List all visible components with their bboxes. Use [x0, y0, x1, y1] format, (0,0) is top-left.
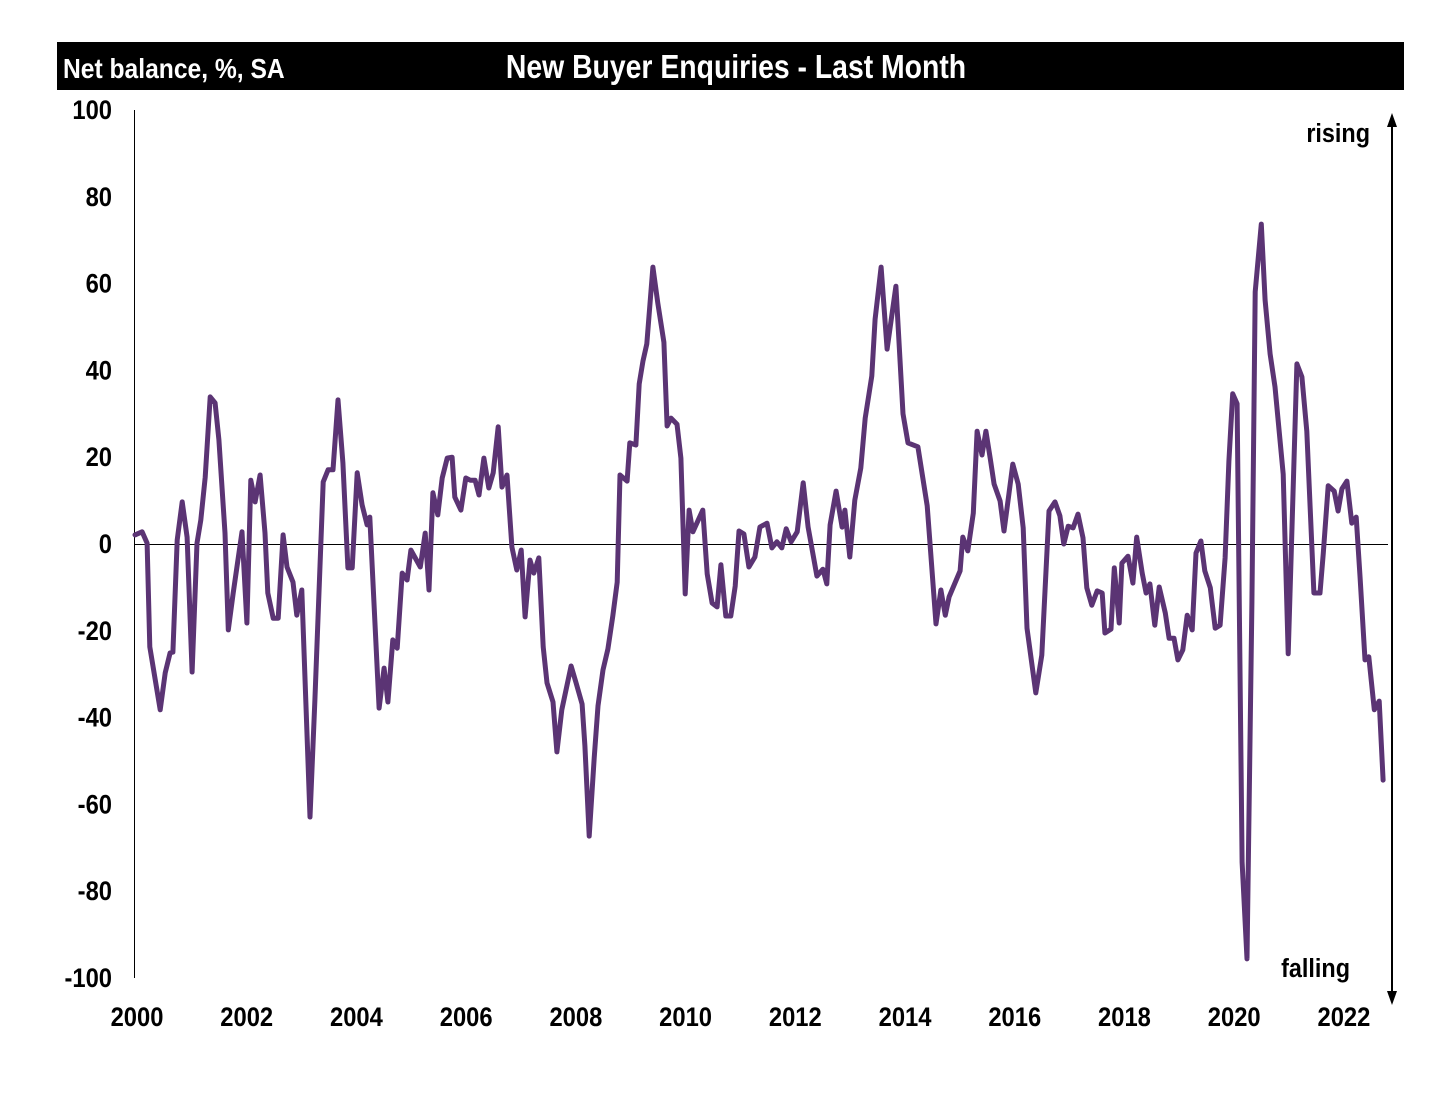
y-tick-label: 80 [86, 182, 112, 212]
x-tick-label: 2012 [769, 1003, 822, 1033]
y-tick-label: 20 [86, 443, 112, 473]
y-tick-label: 60 [86, 269, 112, 299]
y-tick-label: 100 [72, 96, 112, 126]
rising-label: rising [1306, 120, 1370, 148]
y-tick-label: -40 [78, 703, 112, 733]
x-tick-label: 2008 [549, 1003, 602, 1033]
y-tick-label: 40 [86, 356, 112, 386]
x-tick-label: 2002 [220, 1003, 273, 1033]
y-tick-label: -60 [78, 790, 112, 820]
direction-arrow [1387, 113, 1397, 1005]
x-tick-label: 2022 [1317, 1003, 1370, 1033]
x-tick-label: 2006 [440, 1003, 493, 1033]
x-tick-label: 2004 [330, 1003, 383, 1033]
x-tick-label: 2000 [111, 1003, 164, 1033]
x-tick-labels: 2000 2002 2004 2006 2008 2010 2012 2014 2016 2018… [111, 1003, 1371, 1033]
y-tick-label: -100 [64, 964, 112, 994]
chart-title: New Buyer Enquiries - Last Month [506, 48, 966, 86]
series-line-new-buyer-enquiries [132, 221, 1386, 962]
x-tick-label: 2018 [1098, 1003, 1151, 1033]
x-tick-label: 2010 [659, 1003, 712, 1033]
arrow-up-icon [1387, 113, 1397, 127]
y-tick-label: -80 [78, 877, 112, 907]
y-tick-label: 0 [99, 530, 112, 560]
x-tick-label: 2020 [1208, 1003, 1261, 1033]
title-bar [57, 42, 1404, 90]
y-tick-labels: 100 80 60 40 20 0 -20 -40 -60 -80 -100 [64, 96, 112, 994]
x-tick-label: 2016 [988, 1003, 1041, 1033]
units-label: Net balance, %, SA [63, 53, 285, 85]
y-tick-label: -20 [78, 616, 112, 646]
falling-label: falling [1281, 955, 1350, 983]
x-tick-label: 2014 [879, 1003, 932, 1033]
arrow-down-icon [1387, 991, 1397, 1005]
